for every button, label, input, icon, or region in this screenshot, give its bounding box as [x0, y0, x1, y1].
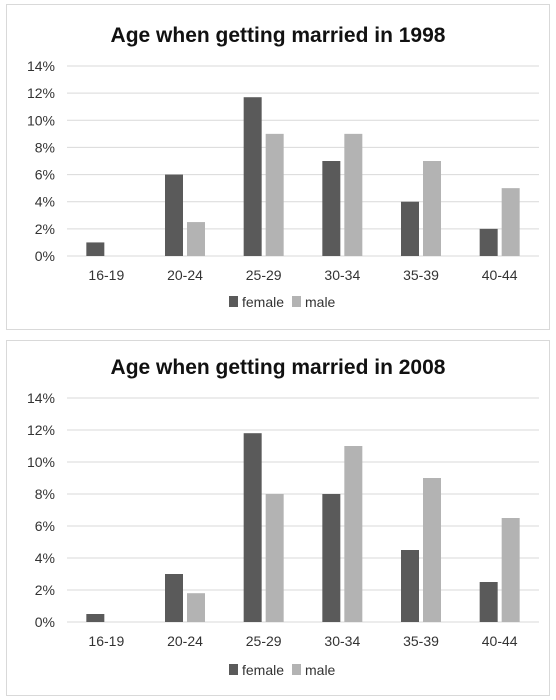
- legend-swatch-male: [292, 664, 301, 675]
- y-tick-label: 10%: [27, 454, 55, 470]
- bar-male-30-34: [344, 133, 363, 256]
- legend-label-male: male: [305, 294, 336, 310]
- x-tick-label: 16-19: [88, 633, 124, 649]
- bar-male-35-39: [423, 478, 441, 622]
- bar-male-40-44: [501, 188, 520, 256]
- x-tick-label: 20-24: [167, 267, 203, 283]
- legend-swatch-female: [229, 664, 238, 675]
- y-tick-label: 6%: [35, 518, 55, 534]
- y-tick-label: 10%: [27, 112, 55, 128]
- y-tick-label: 8%: [35, 486, 55, 502]
- bar-male-30-34: [344, 446, 363, 622]
- x-tick-label: 40-44: [482, 633, 518, 649]
- bar-male-25-29: [265, 494, 284, 622]
- legend-label-female: female: [242, 662, 284, 678]
- chart-panel-1998: Age when getting married in 1998 0% 2% 4% 6…: [6, 4, 550, 330]
- chart-2008: Age when getting married in 2008 0% 2% 4% 6…: [27, 356, 539, 678]
- x-tick-label: 16-19: [88, 267, 124, 283]
- chart-1998: Age when getting married in 1998 0% 2% 4% 6…: [27, 24, 539, 310]
- bar-female-30-34: [322, 494, 341, 622]
- x-tick-label: 40-44: [482, 267, 518, 283]
- y-tick-label: 6%: [35, 167, 55, 183]
- y-tick-label: 8%: [35, 139, 55, 155]
- y-tick-label: 12%: [27, 422, 55, 438]
- legend-swatch-female: [229, 296, 238, 307]
- y-tick-label: 2%: [35, 582, 55, 598]
- y-tick-label: 4%: [35, 550, 55, 566]
- bar-female-16-19: [86, 242, 105, 256]
- bar-female-16-19: [86, 614, 105, 622]
- bar-female-30-34: [322, 161, 341, 256]
- legend-label-female: female: [242, 294, 284, 310]
- y-tick-label: 0%: [35, 614, 55, 630]
- bar-female-35-39: [401, 550, 419, 622]
- y-tick-label: 12%: [27, 85, 55, 101]
- y-tick-label: 14%: [27, 390, 55, 406]
- x-tick-label: 25-29: [246, 267, 282, 283]
- x-tick-label: 25-29: [246, 633, 282, 649]
- y-tick-label: 4%: [35, 194, 55, 210]
- y-tick-label: 14%: [27, 58, 55, 74]
- bar-female-25-29: [243, 97, 262, 256]
- bar-male-20-24: [187, 593, 205, 622]
- bar-female-20-24: [165, 574, 183, 622]
- x-tick-label: 30-34: [324, 267, 360, 283]
- bar-male-25-29: [265, 133, 284, 256]
- legend-swatch-male: [292, 296, 301, 307]
- x-tick-label: 35-39: [403, 633, 439, 649]
- bar-female-40-44: [479, 228, 498, 256]
- bar-male-20-24: [187, 222, 205, 256]
- bar-female-25-29: [243, 433, 262, 622]
- chart-title: Age when getting married in 1998: [111, 24, 446, 47]
- x-tick-label: 30-34: [324, 633, 360, 649]
- bar-female-40-44: [479, 582, 498, 622]
- y-tick-label: 0%: [35, 248, 55, 264]
- legend-label-male: male: [305, 662, 336, 678]
- chart-panel-2008: Age when getting married in 2008 0% 2% 4% 6…: [6, 340, 550, 696]
- bar-male-35-39: [423, 161, 441, 256]
- bar-male-40-44: [501, 518, 520, 622]
- y-tick-label: 2%: [35, 221, 55, 237]
- chart-title: Age when getting married in 2008: [111, 356, 446, 379]
- x-tick-label: 35-39: [403, 267, 439, 283]
- bar-female-35-39: [401, 201, 419, 256]
- x-tick-label: 20-24: [167, 633, 203, 649]
- bar-female-20-24: [165, 174, 183, 256]
